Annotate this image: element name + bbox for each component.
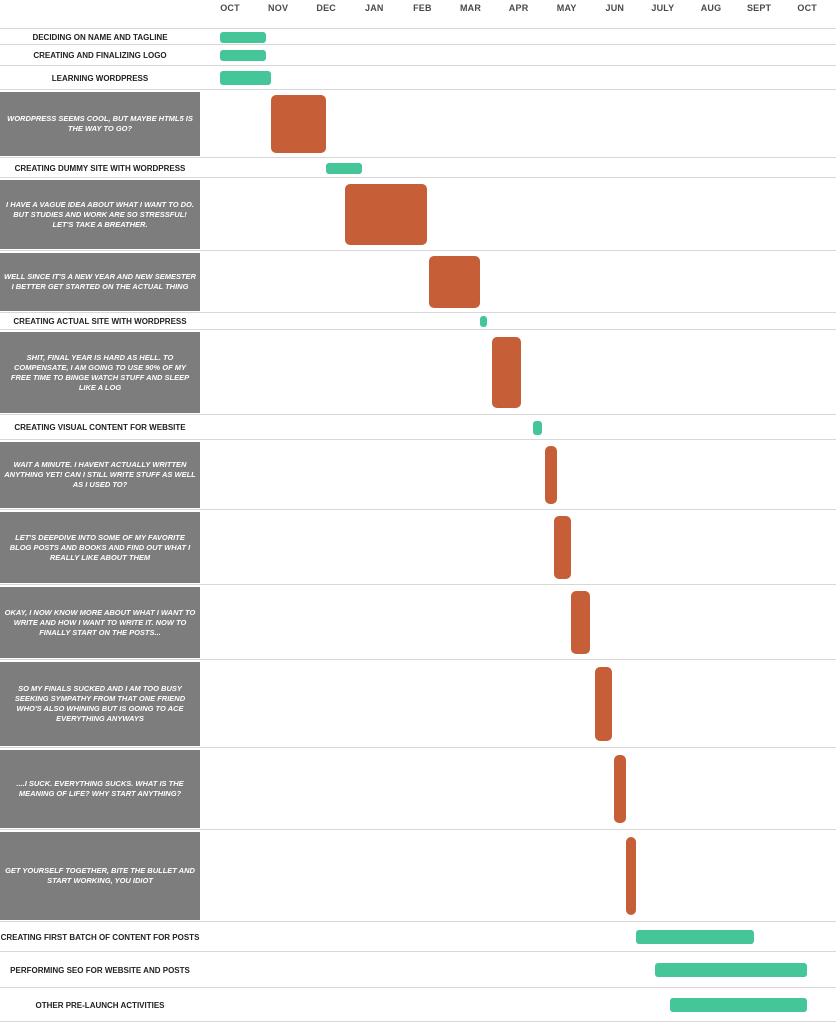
task-bar [655,963,807,977]
row-separator [0,157,836,158]
note-row-label: ....I SUCK. EVERYTHING SUCKS. WHAT IS TH… [0,750,200,828]
task-bar [220,31,266,43]
note-row-label: SHIT, FINAL YEAR IS HARD AS HELL. TO COM… [0,332,200,413]
note-row-label: WAIT A MINUTE. I HAVENT ACTUALLY WRITTEN… [0,442,200,508]
month-label: OCT [220,3,240,13]
row-separator [0,44,836,45]
row-separator [0,414,836,415]
row-separator [0,89,836,90]
row-separator [0,177,836,178]
row-separator [0,951,836,952]
note-row-label: WELL SINCE IT'S A NEW YEAR AND NEW SEMES… [0,253,200,311]
task-row-label: CREATING AND FINALIZING LOGO [33,51,167,60]
task-row-label: CREATING ACTUAL SITE WITH WORDPRESS [13,317,187,326]
month-label: OCT [797,3,817,13]
note-bar [554,516,572,579]
row-separator [0,659,836,660]
row-separator [0,65,836,66]
note-row-label: GET YOURSELF TOGETHER, BITE THE BULLET A… [0,832,200,920]
row-separator [0,987,836,988]
note-bar [595,667,612,741]
task-row-label: LEARNING WORDPRESS [51,73,149,83]
task-bar [325,162,362,174]
note-bar [270,95,326,153]
note-row-label: LET'S DEEPDIVE INTO SOME OF MY FAVORITE … [0,512,200,583]
task-bar [220,50,266,61]
note-bar [544,445,557,505]
note-row-label: SO MY FINALS SUCKED AND I AM TOO BUSY SE… [0,662,200,746]
row-separator [0,439,836,440]
note-row-label: OKAY, I NOW KNOW MORE ABOUT WHAT I WANT … [0,587,200,658]
task-row-label: DECIDING ON NAME AND TAGLINE [32,32,168,42]
task-row-label: CREATING VISUAL CONTENT FOR WEBSITE [14,423,186,432]
month-label: AUG [700,3,722,13]
row-separator [0,921,836,922]
note-bar [429,255,480,309]
note-bar [491,336,521,409]
row-separator [0,329,836,330]
note-row-label: I HAVE A VAGUE IDEA ABOUT WHAT I WANT TO… [0,180,200,249]
row-separator [0,584,836,585]
month-label: DEC [316,3,336,13]
task-bar [669,998,807,1012]
task-bar [479,316,487,327]
row-separator [0,312,836,313]
note-bar [345,183,427,246]
task-bar [636,930,754,944]
task-row-label: PERFORMING SEO FOR WEBSITE AND POSTS [10,965,190,975]
month-label: JUN [605,3,625,13]
month-label: JULY [651,3,675,13]
month-label: APR [508,3,529,13]
month-label: JAN [364,3,384,13]
note-bar [614,754,627,824]
task-row-label: CREATING FIRST BATCH OF CONTENT FOR POST… [0,932,200,942]
month-label: FEB [413,3,432,13]
task-row-label: OTHER PRE-LAUNCH ACTIVITIES [35,1000,165,1010]
month-label: MAY [556,3,577,13]
row-separator [0,747,836,748]
row-separator [0,829,836,830]
note-bar [626,837,637,915]
task-row-label: CREATING DUMMY SITE WITH WORDPRESS [14,163,186,173]
note-bar [571,591,591,654]
month-label: MAR [459,3,482,13]
row-separator [0,28,836,29]
task-bar [220,71,271,85]
row-separator [0,509,836,510]
row-separator [0,250,836,251]
month-label: NOV [268,3,289,13]
note-row-label: WORDPRESS SEEMS COOL, BUT MAYBE HTML5 IS… [0,92,200,156]
task-bar [532,420,543,435]
row-separator [0,1021,836,1022]
month-label: SEPT [746,3,772,13]
